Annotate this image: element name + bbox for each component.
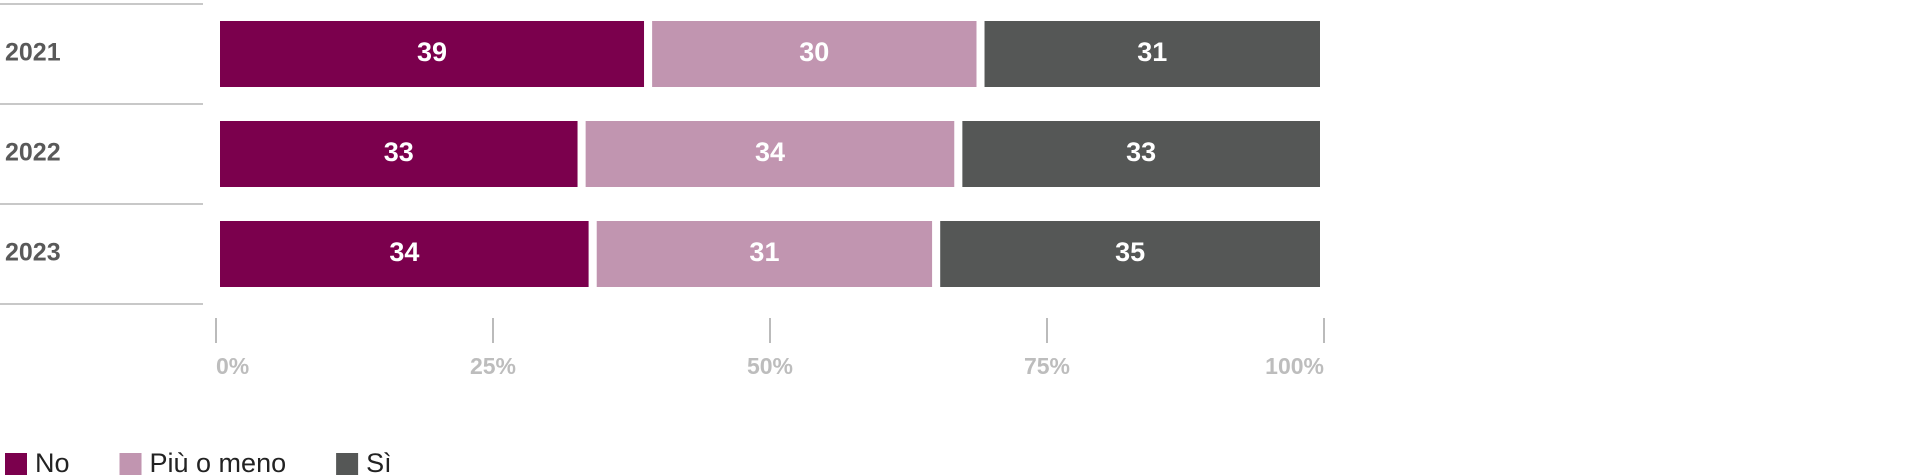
- bar-segment: [212, 13, 653, 95]
- value-label: 34: [389, 237, 419, 267]
- legend-swatch: [5, 453, 27, 475]
- x-tick-label: 75%: [1024, 353, 1070, 379]
- legend-swatch: [119, 453, 142, 475]
- bar-segment: [976, 13, 1329, 95]
- legend-label: Sì: [366, 448, 392, 475]
- value-label: 34: [755, 137, 785, 167]
- bar-segment: [644, 13, 985, 95]
- bar-segment: [932, 213, 1328, 295]
- legend-label: No: [35, 448, 70, 475]
- value-label: 31: [749, 237, 779, 267]
- legend-label: Più o meno: [150, 448, 287, 475]
- bar-segment: [954, 113, 1328, 195]
- x-tick-label: 0%: [216, 353, 249, 379]
- category-label: 2022: [5, 139, 61, 167]
- value-label: 39: [417, 37, 447, 67]
- legend-swatch: [336, 453, 359, 475]
- x-tick-label: 25%: [470, 353, 516, 379]
- x-tick-label: 100%: [1265, 353, 1324, 379]
- value-label: 33: [384, 137, 414, 167]
- value-label: 30: [799, 37, 829, 67]
- value-label: 33: [1126, 137, 1156, 167]
- x-tick-label: 50%: [747, 353, 793, 379]
- category-label: 2021: [5, 39, 61, 67]
- value-label: 31: [1137, 37, 1167, 67]
- category-label: 2023: [5, 239, 61, 267]
- value-label: 35: [1115, 237, 1145, 267]
